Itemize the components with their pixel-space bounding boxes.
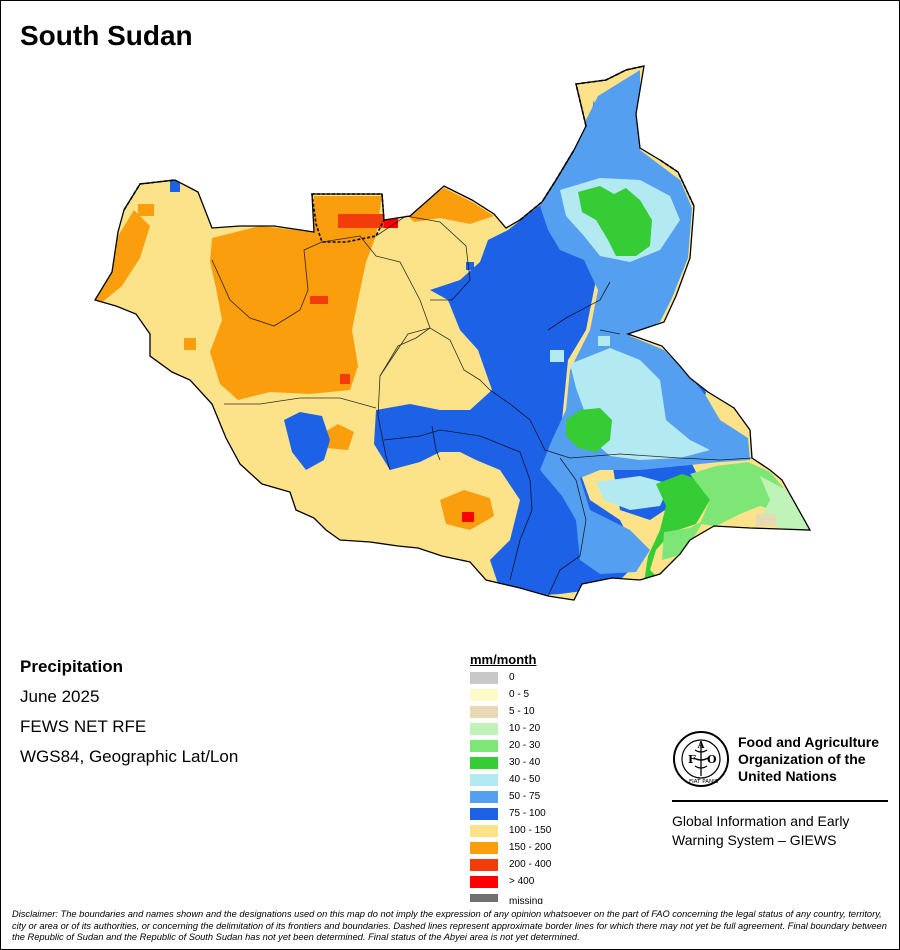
legend-swatch <box>470 790 498 803</box>
legend-item: 40 - 50 <box>470 771 551 788</box>
projection-label: WGS84, Geographic Lat/Lon <box>20 747 239 766</box>
legend-item: 150 - 200 <box>470 839 551 856</box>
legend-item: 75 - 100 <box>470 805 551 822</box>
organization-name: Food and Agriculture Organization of the… <box>738 734 879 785</box>
legend-label: 5 - 10 <box>509 706 535 717</box>
abyei-area-border <box>311 193 385 243</box>
org-line-2: Organization of the <box>738 751 866 767</box>
legend-label: 50 - 75 <box>509 791 541 802</box>
legend-item-missing: missing <box>470 894 551 904</box>
divider <box>672 800 888 802</box>
disclaimer-text: Disclaimer: The boundaries and names sho… <box>12 909 887 942</box>
org-line-3: United Nations <box>738 768 837 784</box>
legend-label: 30 - 40 <box>509 757 541 768</box>
legend-label: 0 - 5 <box>509 689 530 700</box>
legend-swatch <box>470 894 498 902</box>
logo-ring-text: FIAT PANIS <box>689 779 719 785</box>
legend-swatch <box>470 824 498 837</box>
map-info: Precipitation June 2025 FEWS NET RFE WGS… <box>20 656 238 776</box>
legend-label: 20 - 30 <box>509 740 541 751</box>
legend-swatch <box>470 773 498 786</box>
legend-swatch <box>470 858 498 871</box>
legend-swatch <box>470 671 498 684</box>
legend-label: 10 - 20 <box>509 723 541 734</box>
legend-label: 75 - 100 <box>509 808 546 819</box>
legend-swatch <box>470 688 498 701</box>
legend-item: 100 - 150 <box>470 822 551 839</box>
legend-label: 40 - 50 <box>509 774 541 785</box>
legend-swatch <box>470 875 498 888</box>
legend-title: mm/month <box>470 652 537 667</box>
legend-swatch <box>470 756 498 769</box>
precipitation-map <box>94 65 812 601</box>
logo-letter-o: O <box>707 753 717 766</box>
legend-swatch <box>470 841 498 854</box>
legend-item: > 400 <box>470 873 551 890</box>
legend-swatch <box>470 722 498 735</box>
state-boundaries <box>211 215 753 597</box>
org-line-1: Food and Agriculture <box>738 734 880 750</box>
legend-item: 5 - 10 <box>470 703 551 720</box>
giews-line-2: Warning System – GIEWS <box>672 832 837 848</box>
legend-item: 200 - 400 <box>470 856 551 873</box>
legend-label: > 400 <box>509 876 535 887</box>
legend-label: 150 - 200 <box>509 842 552 853</box>
country-border <box>94 65 812 601</box>
legend-label: 0 <box>509 672 515 683</box>
legend-item: 20 - 30 <box>470 737 551 754</box>
legend-swatch <box>470 807 498 820</box>
giews-line-1: Global Information and Early <box>672 813 850 829</box>
legend-item: 0 <box>470 669 551 686</box>
variable-label: Precipitation <box>20 657 123 676</box>
legend-label: 100 - 150 <box>509 825 552 836</box>
period-label: June 2025 <box>20 687 100 706</box>
logo-letter-f: F <box>688 753 696 766</box>
source-label: FEWS NET RFE <box>20 717 147 736</box>
legend: mm/month 0 0 - 5 5 - 10 10 - 20 20 - 30 30 - … <box>470 652 551 904</box>
disputed-border <box>123 65 695 221</box>
fao-logo-icon: F O A FIAT PANIS <box>673 731 729 787</box>
legend-item: 0 - 5 <box>470 686 551 703</box>
legend-item: 30 - 40 <box>470 754 551 771</box>
legend-label: 200 - 400 <box>509 859 552 870</box>
map-title: South Sudan <box>20 20 193 51</box>
legend-swatch <box>470 739 498 752</box>
legend-item: 50 - 75 <box>470 788 551 805</box>
legend-item: 10 - 20 <box>470 720 551 737</box>
giews-name: Global Information and Early Warning Sys… <box>672 812 849 850</box>
logo-letter-a: A <box>697 741 706 751</box>
legend-label: missing <box>509 896 543 904</box>
legend-swatch <box>470 705 498 718</box>
